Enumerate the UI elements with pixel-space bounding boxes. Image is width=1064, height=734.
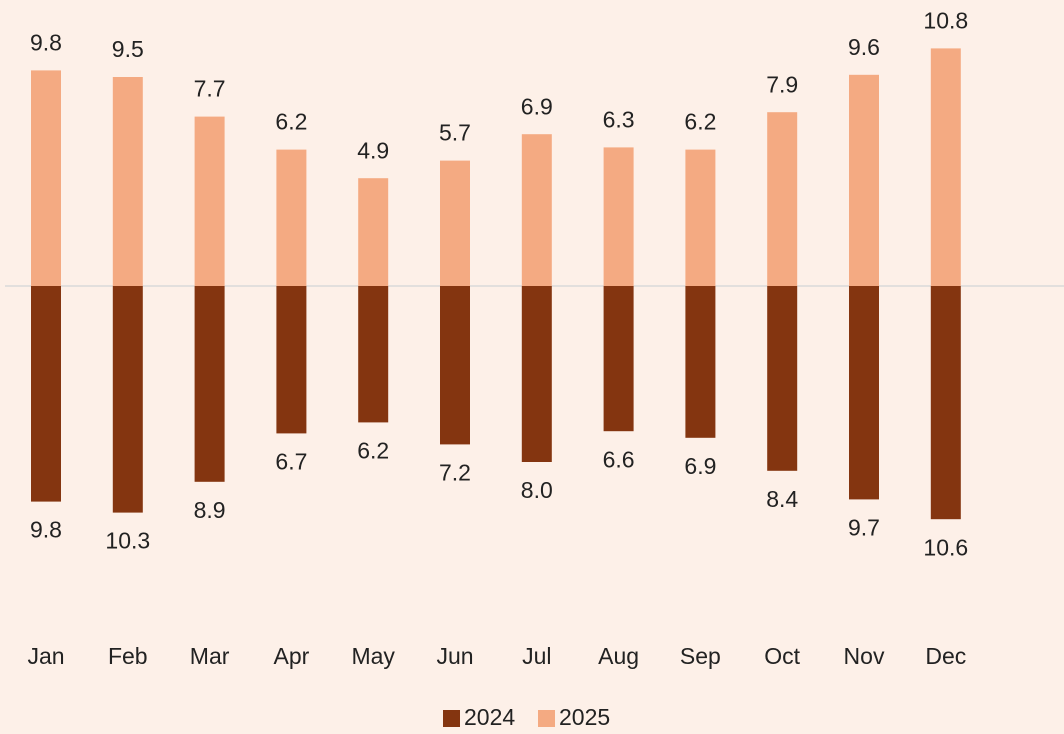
data-label: 9.6 — [848, 34, 880, 60]
x-tick-label: Aug — [598, 643, 639, 669]
x-tick-label: Sep — [680, 643, 721, 669]
bar — [276, 286, 307, 434]
legend-label: 2025 — [559, 704, 610, 730]
bar — [276, 149, 307, 286]
bar — [603, 286, 634, 432]
data-label: 6.2 — [357, 437, 389, 463]
bar — [521, 134, 552, 286]
data-label: 9.7 — [848, 514, 880, 540]
bar — [112, 286, 143, 513]
data-label: 6.2 — [684, 109, 716, 135]
bar — [112, 77, 143, 286]
data-label: 10.6 — [923, 534, 968, 560]
x-tick-label: Jan — [27, 643, 64, 669]
x-tick-label: Feb — [108, 643, 148, 669]
x-tick-label: Apr — [274, 643, 310, 669]
bar — [930, 286, 961, 520]
bar — [849, 74, 879, 286]
legend-swatch — [538, 710, 555, 727]
x-tick-label: Nov — [844, 643, 885, 669]
bar — [31, 70, 61, 287]
legend-swatch — [443, 710, 460, 727]
legend-label: 2024 — [464, 704, 515, 730]
data-label: 7.2 — [439, 459, 471, 485]
data-label: 4.9 — [357, 137, 389, 163]
bar — [440, 160, 470, 286]
data-label: 6.2 — [275, 109, 307, 135]
bar — [31, 286, 61, 502]
data-label: 5.7 — [439, 120, 471, 146]
data-label: 7.7 — [194, 76, 226, 102]
bar — [685, 149, 716, 286]
data-label: 6.9 — [684, 453, 716, 479]
data-label: 6.9 — [521, 93, 553, 119]
data-label: 8.4 — [766, 486, 798, 512]
data-label: 8.9 — [194, 497, 226, 523]
data-label: 6.3 — [603, 106, 635, 132]
bar — [767, 286, 798, 471]
data-label: 7.9 — [766, 71, 798, 97]
x-tick-label: Dec — [925, 643, 966, 669]
bar — [194, 116, 225, 286]
bar — [849, 286, 879, 500]
bar — [767, 112, 798, 286]
x-tick-label: Oct — [764, 643, 800, 669]
x-tick-label: Mar — [190, 643, 230, 669]
data-label: 10.3 — [105, 528, 150, 554]
x-tick-label: Jul — [522, 643, 551, 669]
data-label: 9.5 — [112, 36, 144, 62]
data-label: 9.8 — [30, 517, 62, 543]
x-tick-label: May — [351, 643, 395, 669]
bar — [358, 286, 389, 423]
bar — [521, 286, 552, 462]
bar — [603, 147, 634, 286]
x-tick-label: Jun — [436, 643, 473, 669]
bar — [440, 286, 470, 445]
bar — [685, 286, 716, 438]
data-label: 6.7 — [275, 448, 307, 474]
data-label: 10.8 — [923, 7, 968, 33]
data-label: 9.8 — [30, 29, 62, 55]
bar — [930, 48, 961, 287]
bar — [194, 286, 225, 482]
data-label: 6.6 — [603, 446, 635, 472]
bar — [358, 178, 389, 286]
data-label: 8.0 — [521, 477, 553, 503]
